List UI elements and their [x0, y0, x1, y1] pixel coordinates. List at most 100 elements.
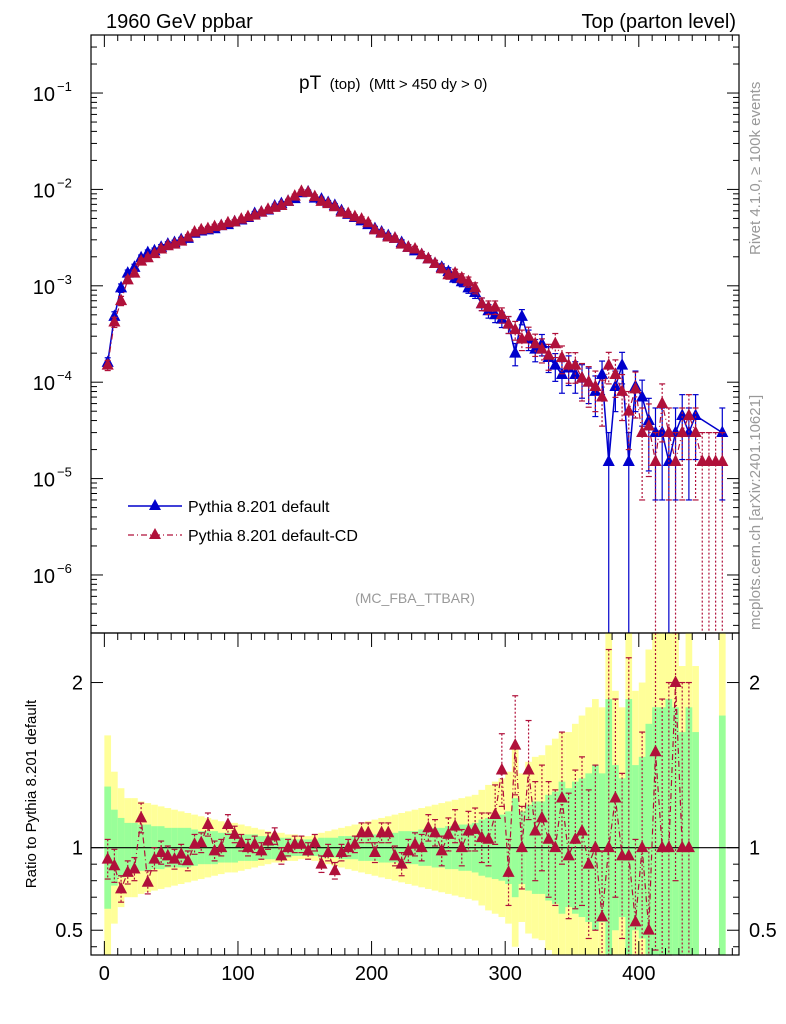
data-point	[275, 198, 288, 210]
data-point	[348, 209, 361, 222]
ratio-data-point	[395, 857, 408, 869]
ratio-data-point	[589, 840, 602, 853]
ratio-data-point	[195, 835, 208, 848]
data-point	[509, 346, 522, 358]
ratio-y-tick-label-left: 0.5	[55, 920, 83, 942]
data-point	[616, 358, 629, 370]
ratio-data-point	[469, 822, 482, 834]
rivet-version-label: Rivet 4.1.0, ≥ 100k events	[747, 82, 764, 255]
y-tick-label: 10	[33, 180, 55, 202]
legend-marker-default	[149, 499, 161, 510]
data-point	[549, 336, 562, 349]
ratio-data-point	[115, 881, 128, 894]
ratio-y-tick-label-right: 2	[749, 673, 760, 695]
data-point	[449, 266, 462, 278]
data-point	[609, 367, 622, 379]
ratio-band-inner	[692, 732, 699, 955]
ratio-y-tick-label-right: 1	[749, 838, 760, 860]
legend: Pythia 8.201 default Pythia 8.201 defaul…	[128, 499, 358, 545]
x-tick-label: 0	[99, 963, 110, 985]
data-point	[328, 199, 341, 212]
data-point	[288, 189, 301, 201]
ratio-data-point	[128, 861, 141, 874]
data-point	[108, 314, 121, 327]
legend-label-cd: Pythia 8.201 default-CD	[188, 528, 358, 545]
ratio-data-point	[522, 762, 535, 775]
data-point	[682, 408, 695, 421]
data-point	[355, 212, 368, 224]
ratio-data-point	[535, 810, 548, 823]
ratio-data-point	[602, 840, 615, 853]
y-tick-exponent: −3	[57, 272, 72, 287]
data-point	[622, 404, 635, 416]
legend-entry-cd: Pythia 8.201 default-CD	[128, 528, 358, 545]
ratio-data-point	[161, 848, 174, 861]
data-point	[596, 367, 609, 379]
ratio-data-point	[482, 832, 495, 844]
data-point	[315, 194, 328, 206]
data-point	[582, 375, 595, 387]
ratio-data-point	[388, 848, 402, 861]
series-default-cd	[101, 184, 729, 633]
data-point	[535, 342, 548, 354]
legend-entry-default: Pythia 8.201 default	[128, 499, 330, 516]
ratio-data-point	[368, 845, 381, 858]
data-point	[455, 271, 468, 283]
data-point	[502, 317, 515, 329]
ratio-y-tick-label-right: 0.5	[749, 920, 777, 942]
ratio-data-point	[348, 837, 361, 849]
ratio-data-point	[141, 875, 154, 887]
ratio-data-point	[255, 843, 268, 856]
data-point	[408, 242, 422, 254]
ratio-data-point	[315, 857, 328, 869]
ratio-series-default-cd	[101, 632, 695, 956]
y-tick-label: 10	[33, 566, 55, 588]
y-tick-label: 10	[33, 373, 55, 395]
ratio-data-point	[248, 837, 261, 849]
data-point	[669, 454, 682, 467]
ratio-plot-frame	[90, 632, 740, 956]
data-point	[462, 274, 475, 287]
ratio-data-point	[335, 845, 348, 858]
data-point	[101, 358, 114, 370]
data-point	[656, 396, 669, 408]
ratio-data-point	[108, 858, 121, 871]
ratio-data-point	[449, 819, 462, 831]
ratio-data-point	[428, 825, 442, 838]
ratio-data-point	[342, 840, 355, 853]
y-tick-exponent: −1	[57, 79, 72, 94]
data-point	[689, 425, 702, 437]
ratio-data-point	[308, 835, 321, 848]
data-point	[636, 425, 649, 437]
data-point	[362, 215, 375, 228]
ratio-data-point	[596, 909, 609, 922]
legend-label-default: Pythia 8.201 default	[188, 499, 330, 516]
data-point	[629, 381, 642, 394]
ratio-data-point	[442, 827, 455, 839]
data-point	[435, 261, 448, 274]
ratio-data-point	[215, 840, 228, 853]
y-tick-label: 10	[33, 84, 55, 106]
data-point	[308, 189, 321, 202]
ratio-data-point	[502, 865, 515, 877]
ratio-data-point	[382, 825, 395, 838]
ratio-data-point	[662, 840, 675, 853]
data-point	[475, 296, 488, 309]
ratio-data-point	[408, 837, 422, 849]
data-point	[402, 240, 415, 252]
ratio-data-point	[495, 762, 508, 775]
x-tick-label: 400	[622, 963, 655, 985]
ratio-data-point	[682, 840, 695, 853]
ratio-data-point	[261, 833, 275, 846]
data-point	[602, 358, 615, 370]
ratio-data-point	[515, 840, 528, 853]
data-point	[642, 418, 655, 431]
ratio-data-point	[228, 827, 241, 839]
data-point	[662, 425, 675, 437]
ratio-data-point	[268, 828, 281, 841]
ratio-data-point	[542, 832, 555, 844]
ratio-data-point	[509, 738, 522, 750]
ratio-band-inner	[645, 723, 653, 955]
data-point	[515, 309, 528, 321]
